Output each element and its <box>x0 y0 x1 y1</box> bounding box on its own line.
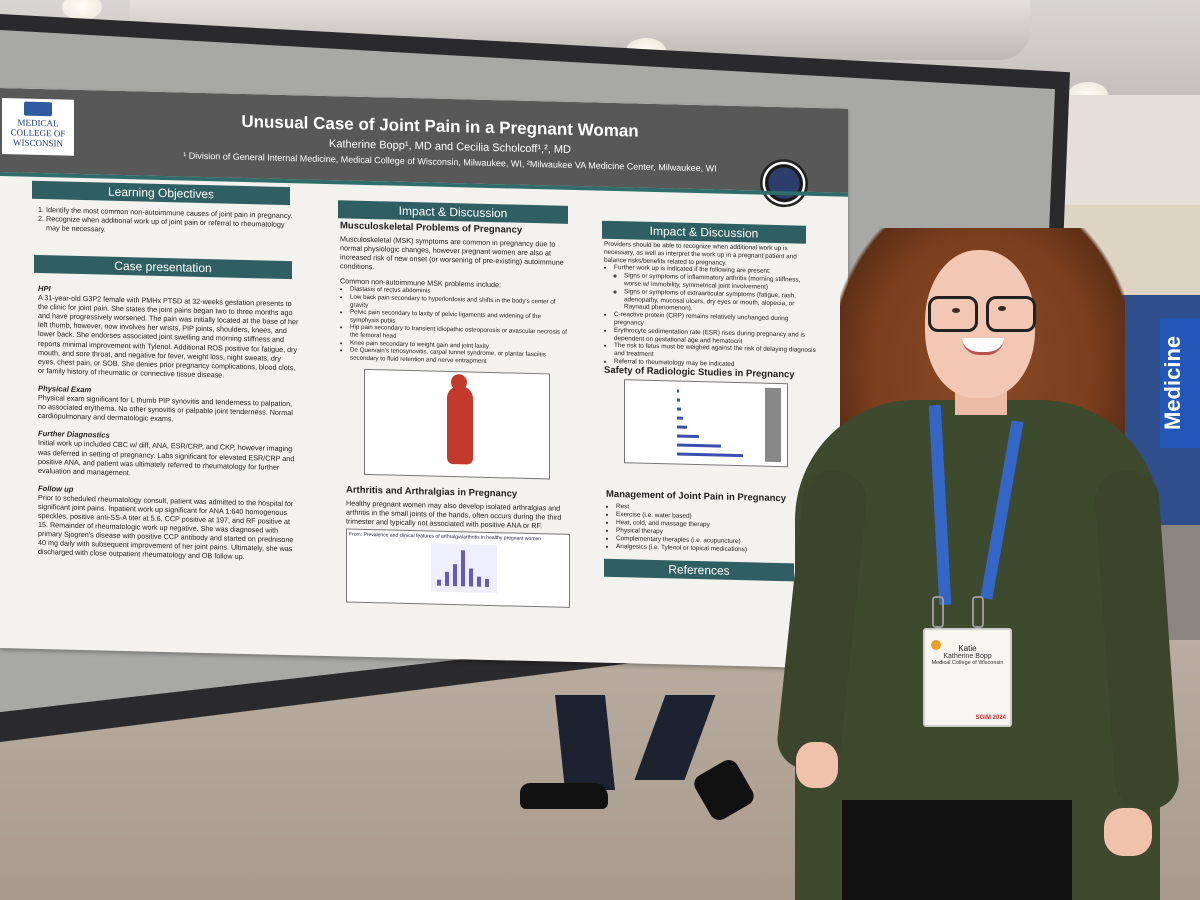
research-poster: MEDICAL COLLEGE OF WISCONSIN Unusual Cas… <box>0 88 848 669</box>
mcw-logo: MEDICAL COLLEGE OF WISCONSIN <box>2 98 74 156</box>
left-hand <box>796 742 838 788</box>
name-badge: Katie Katherine Bopp Medical College of … <box>923 628 1012 727</box>
book-icon <box>24 101 52 117</box>
smile <box>962 338 1004 355</box>
msk-intro: Musculoskeletal (MSK) symptoms are commo… <box>340 234 564 272</box>
arthritis-text: Healthy pregnant women may also develop … <box>346 498 562 531</box>
ceiling-lamp <box>62 0 102 20</box>
logo-text: MEDICAL COLLEGE OF WISCONSIN <box>10 117 66 149</box>
shoe <box>690 756 758 824</box>
pregnancy-posture-figure <box>364 368 550 480</box>
face <box>925 250 1035 398</box>
management-title: Management of Joint Pain in Pregnancy <box>606 488 787 505</box>
impact-discussion-2: Providers should be able to recognize wh… <box>604 241 818 371</box>
badge-clip <box>972 596 984 628</box>
badge-organization: Medical College of Wisconsin <box>931 660 1004 666</box>
prevalence-figure: From: Prevalence and clinical features o… <box>346 528 570 608</box>
right-hand <box>1104 808 1152 856</box>
msk-section: Musculoskeletal (MSK) symptoms are commo… <box>340 234 568 367</box>
impact-heading-2: Impact & Discussion <box>602 220 806 244</box>
eye <box>952 308 960 313</box>
badge-full-name: Katherine Bopp <box>943 653 992 660</box>
figure-caption: From: Prevalence and clinical features o… <box>349 531 542 543</box>
passerby-legs <box>520 695 770 824</box>
diagnostics-text: Initial work up included CBC w/ diff, AN… <box>38 438 295 477</box>
glasses-icon <box>928 292 1040 332</box>
pregnant-silhouette-icon <box>447 385 473 465</box>
eye <box>998 306 1006 311</box>
radiology-dose-chart <box>624 379 788 468</box>
learning-objectives-heading: Learning Objectives <box>32 180 290 206</box>
hpi-text: A 31-year-old G3P2 female with PMHx PTSD… <box>38 293 299 380</box>
badge-event-logo: SGIM 2024 <box>975 715 1006 721</box>
va-seal-icon <box>760 158 808 208</box>
case-presentation: HPI A 31-year-old G3P2 female with PMHx … <box>38 279 300 563</box>
references-heading: References <box>604 558 794 582</box>
badge-logo-icon <box>931 640 941 650</box>
management-list: Rest Exercise (i.e. water based) Heat, c… <box>606 503 820 556</box>
black-pants <box>842 800 1072 900</box>
shoe <box>520 783 608 809</box>
medicine-banner: Medicine <box>1160 318 1200 448</box>
follow-up-text: Prior to scheduled rheumatology consult,… <box>38 492 294 562</box>
learning-objectives: Identify the most common non-autoimmune … <box>36 205 298 239</box>
badge-first-name: Katie <box>958 644 977 653</box>
exam-text: Physical exam significant for L thumb PI… <box>38 392 293 424</box>
case-presentation-heading: Case presentation <box>34 254 292 280</box>
badge-clip <box>932 596 944 628</box>
